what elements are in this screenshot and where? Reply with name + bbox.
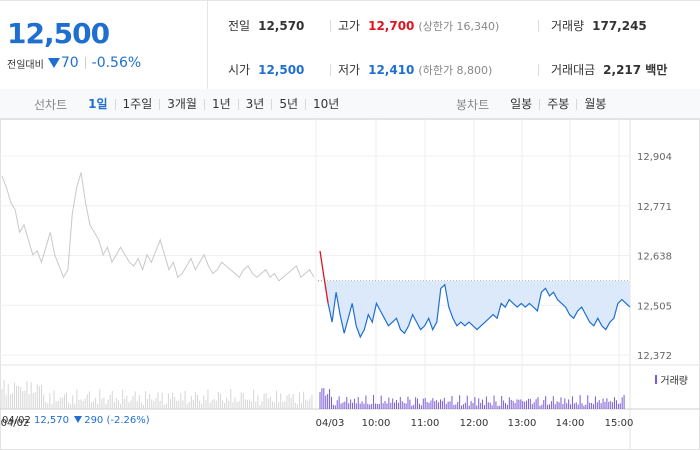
tab-monthly-candle[interactable]: 월봉 bbox=[584, 96, 607, 111]
prev-day-date: 04/02 bbox=[2, 415, 31, 426]
change-row: 전일대비 70 -0.56% bbox=[7, 55, 141, 71]
candle-chart-title: 봉차트 bbox=[456, 97, 490, 112]
prev-close-value: 12,570 bbox=[258, 19, 305, 33]
volume-legend-swatch bbox=[655, 375, 658, 384]
volume: 거래량 177,245 bbox=[551, 17, 647, 34]
prev-close: 전일 12,570 bbox=[228, 17, 304, 34]
current-price-box: 12,500 전일대비 70 -0.56% bbox=[0, 1, 208, 90]
x-tick-label: 14:00 bbox=[556, 418, 585, 429]
high-label: 고가 bbox=[338, 19, 361, 33]
trade-amount: 거래대금 2,217 백만 bbox=[551, 61, 667, 78]
y-tick-label: 12,505 bbox=[637, 301, 672, 312]
quote-summary: 12,500 전일대비 70 -0.56% 전일 12,570 고가 12,70… bbox=[0, 0, 700, 90]
intraday-price-chart: 12,904 12,771 12,638 12,505 12,372 04/02 04/03… bbox=[0, 119, 700, 450]
divider bbox=[538, 20, 539, 32]
upper-limit: (상한가 16,340) bbox=[418, 20, 500, 33]
volume-label: 거래량 bbox=[551, 19, 585, 33]
volume-value: 177,245 bbox=[592, 19, 647, 33]
divider bbox=[538, 64, 539, 76]
y-tick-label: 12,372 bbox=[637, 351, 672, 362]
tab-5year[interactable]: 5년 bbox=[272, 98, 307, 110]
open-label: 시가 bbox=[228, 63, 251, 77]
change-percent: -0.56% bbox=[91, 55, 142, 71]
tab-1day[interactable]: 1일 bbox=[81, 98, 116, 110]
x-tick-label: 11:00 bbox=[411, 418, 440, 429]
x-tick-label: 12:00 bbox=[460, 418, 489, 429]
below-reference-area bbox=[320, 280, 630, 337]
today-line bbox=[327, 283, 631, 339]
x-tick-label: 10:00 bbox=[362, 418, 391, 429]
divider bbox=[330, 64, 331, 76]
divider bbox=[84, 57, 86, 69]
prev-day-change: 290 bbox=[84, 415, 104, 426]
tab-10year[interactable]: 10년 bbox=[313, 96, 340, 111]
high-value: 12,700 bbox=[368, 19, 415, 33]
high-price: 고가 12,700 (상한가 16,340) bbox=[338, 17, 499, 34]
prev-day-price: 12,570 bbox=[34, 415, 70, 426]
change-value: 70 bbox=[60, 55, 79, 71]
amount-value: 2,217 백만 bbox=[603, 63, 668, 77]
tab-3month[interactable]: 3개월 bbox=[160, 98, 205, 110]
lower-limit: (하한가 8,800) bbox=[418, 64, 493, 77]
prev-close-label: 전일 bbox=[228, 19, 251, 33]
volume-legend: 거래량 bbox=[655, 372, 688, 387]
amount-label: 거래대금 bbox=[551, 63, 596, 77]
volume-legend-label: 거래량 bbox=[660, 376, 688, 387]
down-arrow-icon bbox=[47, 58, 60, 68]
low-price: 저가 12,410 (하한가 8,800) bbox=[338, 61, 492, 78]
current-price: 12,500 bbox=[7, 17, 110, 50]
tab-weekly-candle[interactable]: 주봉 bbox=[540, 98, 578, 110]
low-value: 12,410 bbox=[368, 63, 415, 77]
change-label: 전일대비 bbox=[7, 59, 44, 71]
x-tick-label: 04/03 bbox=[316, 418, 345, 429]
candle-chart-tabs: 봉차트 일봉 주봉 월봉 bbox=[456, 89, 613, 119]
open-price: 시가 12,500 bbox=[228, 61, 304, 78]
prev-day-percent: (-2.26%) bbox=[106, 415, 150, 426]
x-tick-label: 04/02 bbox=[1, 418, 30, 429]
today-line-up bbox=[319, 250, 329, 304]
y-tick-label: 12,771 bbox=[637, 202, 672, 213]
tab-1week[interactable]: 1주일 bbox=[116, 98, 161, 110]
prev-day-line bbox=[1, 172, 315, 282]
y-tick-label: 12,638 bbox=[637, 252, 672, 263]
low-label: 저가 bbox=[338, 63, 361, 77]
x-tick-label: 13:00 bbox=[508, 418, 537, 429]
line-chart-title: 선차트 bbox=[34, 97, 68, 112]
period-tab-bar: 선차트 1일 1주일 3개월 1년 3년 5년 10년 봉차트 일봉 주봉 월봉 bbox=[0, 89, 700, 119]
prev-day-info: 04/02 12,570 290 (-2.26%) bbox=[2, 415, 150, 426]
down-arrow-icon bbox=[74, 416, 83, 423]
tab-daily-candle[interactable]: 일봉 bbox=[503, 98, 541, 110]
line-chart-tabs: 선차트 1일 1주일 3개월 1년 3년 5년 10년 bbox=[34, 89, 346, 119]
x-tick-label: 15:00 bbox=[605, 418, 634, 429]
tab-3year[interactable]: 3년 bbox=[239, 98, 273, 110]
open-value: 12,500 bbox=[258, 63, 305, 77]
tab-1year[interactable]: 1년 bbox=[205, 98, 239, 110]
y-tick-label: 12,904 bbox=[637, 152, 672, 163]
divider bbox=[330, 20, 331, 32]
